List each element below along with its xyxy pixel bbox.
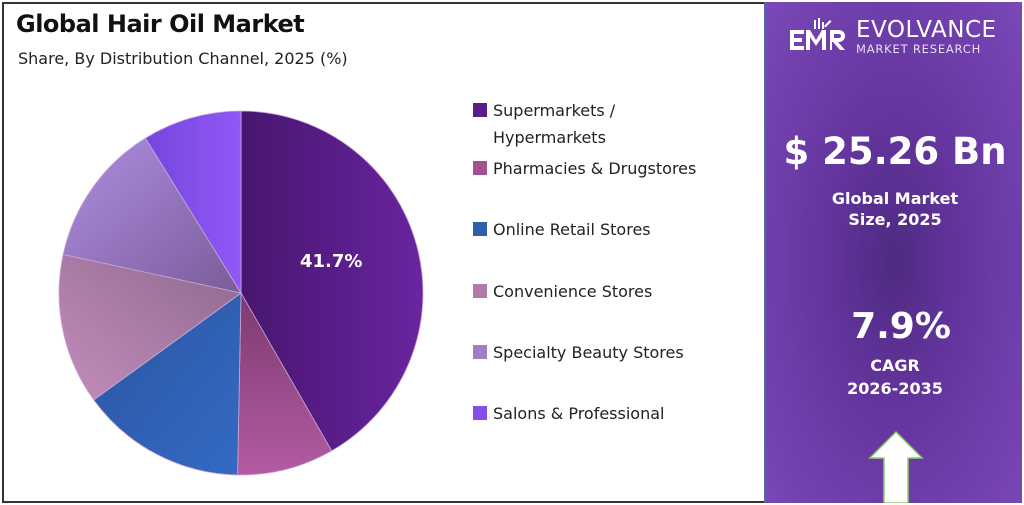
legend-label-line2: Hypermarkets <box>493 128 606 147</box>
legend-swatch <box>473 161 487 175</box>
legend-swatch <box>473 222 487 236</box>
legend-swatch <box>473 103 487 117</box>
cagr-label: CAGR 2026-2035 <box>847 356 943 398</box>
legend-label: Convenience Stores <box>493 282 653 301</box>
legend-label: Supermarkets / <box>493 101 616 120</box>
legend-item-specialty: Specialty Beauty Stores <box>473 339 753 366</box>
legend-item-salons: Salons & Professional <box>473 400 753 427</box>
pie-slice-salons <box>144 110 242 295</box>
legend-swatch <box>473 284 487 298</box>
legend-item-pharmacies: Pharmacies & Drugstores <box>473 155 753 182</box>
chart-title: Global Hair Oil Market <box>16 10 305 38</box>
stats-panel: EVOLVANCE MARKET RESEARCH $ 25.26 Bn Glo… <box>764 2 1022 503</box>
brand-name: EVOLVANCE <box>856 17 997 43</box>
legend-item-online: Online Retail Stores <box>473 216 753 243</box>
legend-label: Online Retail Stores <box>493 220 651 239</box>
legend-label: Pharmacies & Drugstores <box>493 159 697 178</box>
chart-subtitle: Share, By Distribution Channel, 2025 (%) <box>18 49 348 68</box>
legend-swatch <box>473 406 487 420</box>
brand-tagline: MARKET RESEARCH <box>856 42 982 56</box>
pie-chart <box>58 110 424 476</box>
pie-slice-online <box>93 292 242 476</box>
market-size-value: $ 25.26 Bn <box>783 130 1007 173</box>
legend-item-supermarkets: Supermarkets / Hypermarkets <box>473 97 753 151</box>
legend-label: Specialty Beauty Stores <box>493 343 684 362</box>
pie-slice-specialty <box>62 137 242 294</box>
market-size-label: Global Market Size, 2025 <box>831 189 959 229</box>
pie-slice-supermarkets <box>240 110 424 452</box>
brand-logo: EVOLVANCE MARKET RESEARCH <box>788 16 997 58</box>
emr-logo-icon <box>790 18 845 50</box>
legend-item-convenience: Convenience Stores <box>473 278 753 305</box>
pie-slice-label: 41.7% <box>300 251 363 272</box>
pie-slice-convenience <box>58 253 242 401</box>
legend-swatch <box>473 345 487 359</box>
legend-label: Salons & Professional <box>493 404 665 423</box>
pie-slice-pharmacies <box>237 291 333 476</box>
cagr-value: 7.9% <box>851 306 951 347</box>
up-arrow-icon <box>868 430 924 503</box>
